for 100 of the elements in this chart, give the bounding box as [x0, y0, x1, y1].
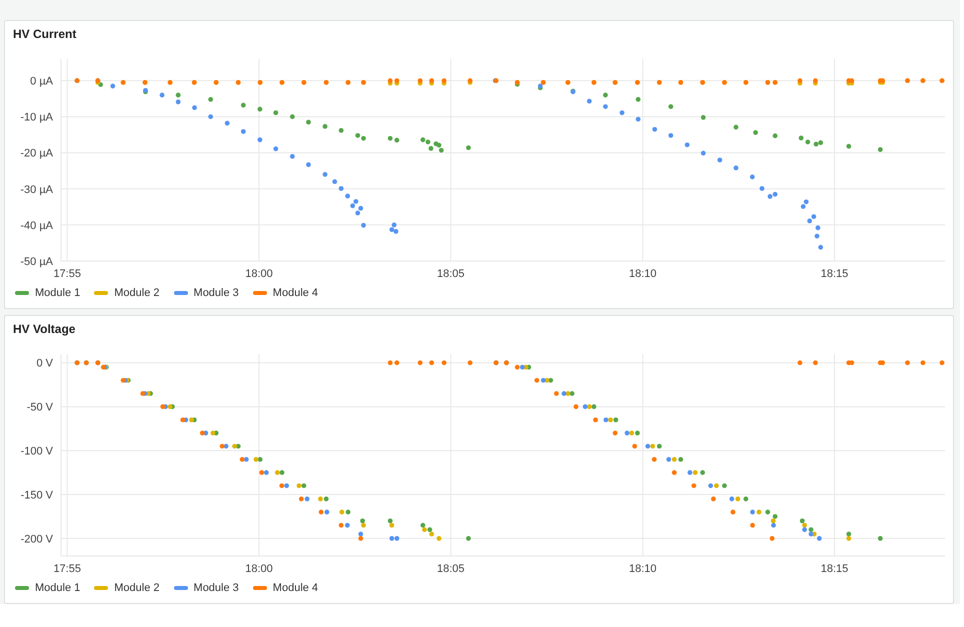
point	[808, 532, 814, 536]
x-tick-label: 18:15	[820, 268, 848, 280]
point	[940, 360, 944, 366]
point	[264, 470, 269, 475]
point	[700, 115, 706, 120]
point	[920, 360, 926, 366]
y-tick-label: -40 µA	[20, 220, 54, 232]
point	[273, 146, 278, 152]
point	[814, 234, 820, 239]
point	[624, 430, 630, 436]
point	[345, 194, 350, 198]
point	[389, 522, 394, 528]
point	[394, 360, 400, 366]
point	[389, 536, 394, 541]
point	[339, 510, 344, 514]
point	[176, 100, 181, 104]
legend-label: Module 3	[194, 582, 239, 594]
point	[290, 114, 295, 120]
point	[612, 430, 618, 436]
point	[593, 417, 598, 422]
point	[436, 536, 442, 541]
y-tick-label: -100 V	[20, 446, 54, 458]
point	[355, 133, 360, 138]
point	[772, 514, 778, 519]
legend-label: Module 2	[114, 582, 160, 594]
point	[603, 104, 608, 110]
chart-title: HV Voltage	[12, 321, 76, 338]
y-tick-label: -50 V	[26, 402, 54, 414]
point	[743, 496, 748, 502]
point	[772, 192, 778, 197]
point	[258, 137, 262, 142]
point	[760, 186, 764, 191]
y-tick-label: 0 µA	[30, 76, 54, 88]
point	[322, 172, 328, 177]
y-tick-label: -200 V	[20, 533, 54, 546]
point	[570, 391, 574, 396]
point	[812, 78, 818, 84]
point	[652, 126, 658, 132]
point	[358, 206, 364, 211]
x-tick-label: 18:05	[436, 268, 465, 280]
chart-title: HV Current	[12, 26, 78, 43]
point	[540, 378, 546, 383]
point	[394, 138, 400, 143]
point	[802, 527, 807, 532]
point	[604, 417, 608, 422]
point	[259, 470, 264, 475]
point	[768, 194, 772, 199]
point	[338, 186, 344, 191]
point	[771, 522, 776, 528]
point	[428, 146, 434, 151]
point	[466, 145, 471, 150]
point	[700, 150, 706, 156]
point	[438, 148, 444, 153]
point	[814, 142, 818, 147]
x-tick-label: 18:10	[628, 562, 656, 575]
point	[652, 456, 657, 462]
x-tick-label: 18:05	[436, 562, 465, 575]
point	[168, 404, 173, 410]
point	[422, 527, 427, 532]
point	[176, 92, 181, 98]
point	[753, 130, 758, 135]
point	[324, 496, 329, 502]
point	[668, 133, 674, 138]
point	[388, 360, 393, 366]
point	[442, 360, 446, 366]
point	[805, 140, 810, 144]
point	[635, 430, 640, 436]
point	[344, 522, 350, 528]
point	[426, 140, 430, 144]
point	[392, 222, 397, 228]
point	[318, 496, 323, 502]
point	[608, 417, 613, 422]
point	[582, 404, 588, 410]
point	[750, 510, 755, 514]
point	[279, 483, 284, 488]
point	[306, 120, 311, 125]
point	[361, 522, 366, 528]
point	[284, 483, 290, 488]
point	[613, 417, 618, 422]
point	[846, 144, 852, 149]
point	[668, 104, 674, 110]
point	[389, 227, 394, 232]
legend-label: Module 1	[35, 582, 80, 594]
point	[358, 536, 364, 541]
x-tick-label: 18:15	[820, 562, 848, 575]
point	[574, 404, 578, 410]
point	[756, 510, 762, 514]
point	[562, 391, 566, 396]
point	[772, 133, 778, 138]
point	[798, 136, 804, 140]
point	[808, 527, 814, 532]
point	[586, 98, 592, 104]
point	[770, 518, 776, 524]
legend-label: Module 1	[35, 287, 80, 299]
point	[804, 199, 809, 204]
point	[688, 470, 692, 475]
y-tick-label: -20 µA	[20, 148, 54, 160]
point	[280, 470, 284, 475]
point	[692, 470, 698, 475]
point	[802, 522, 807, 528]
